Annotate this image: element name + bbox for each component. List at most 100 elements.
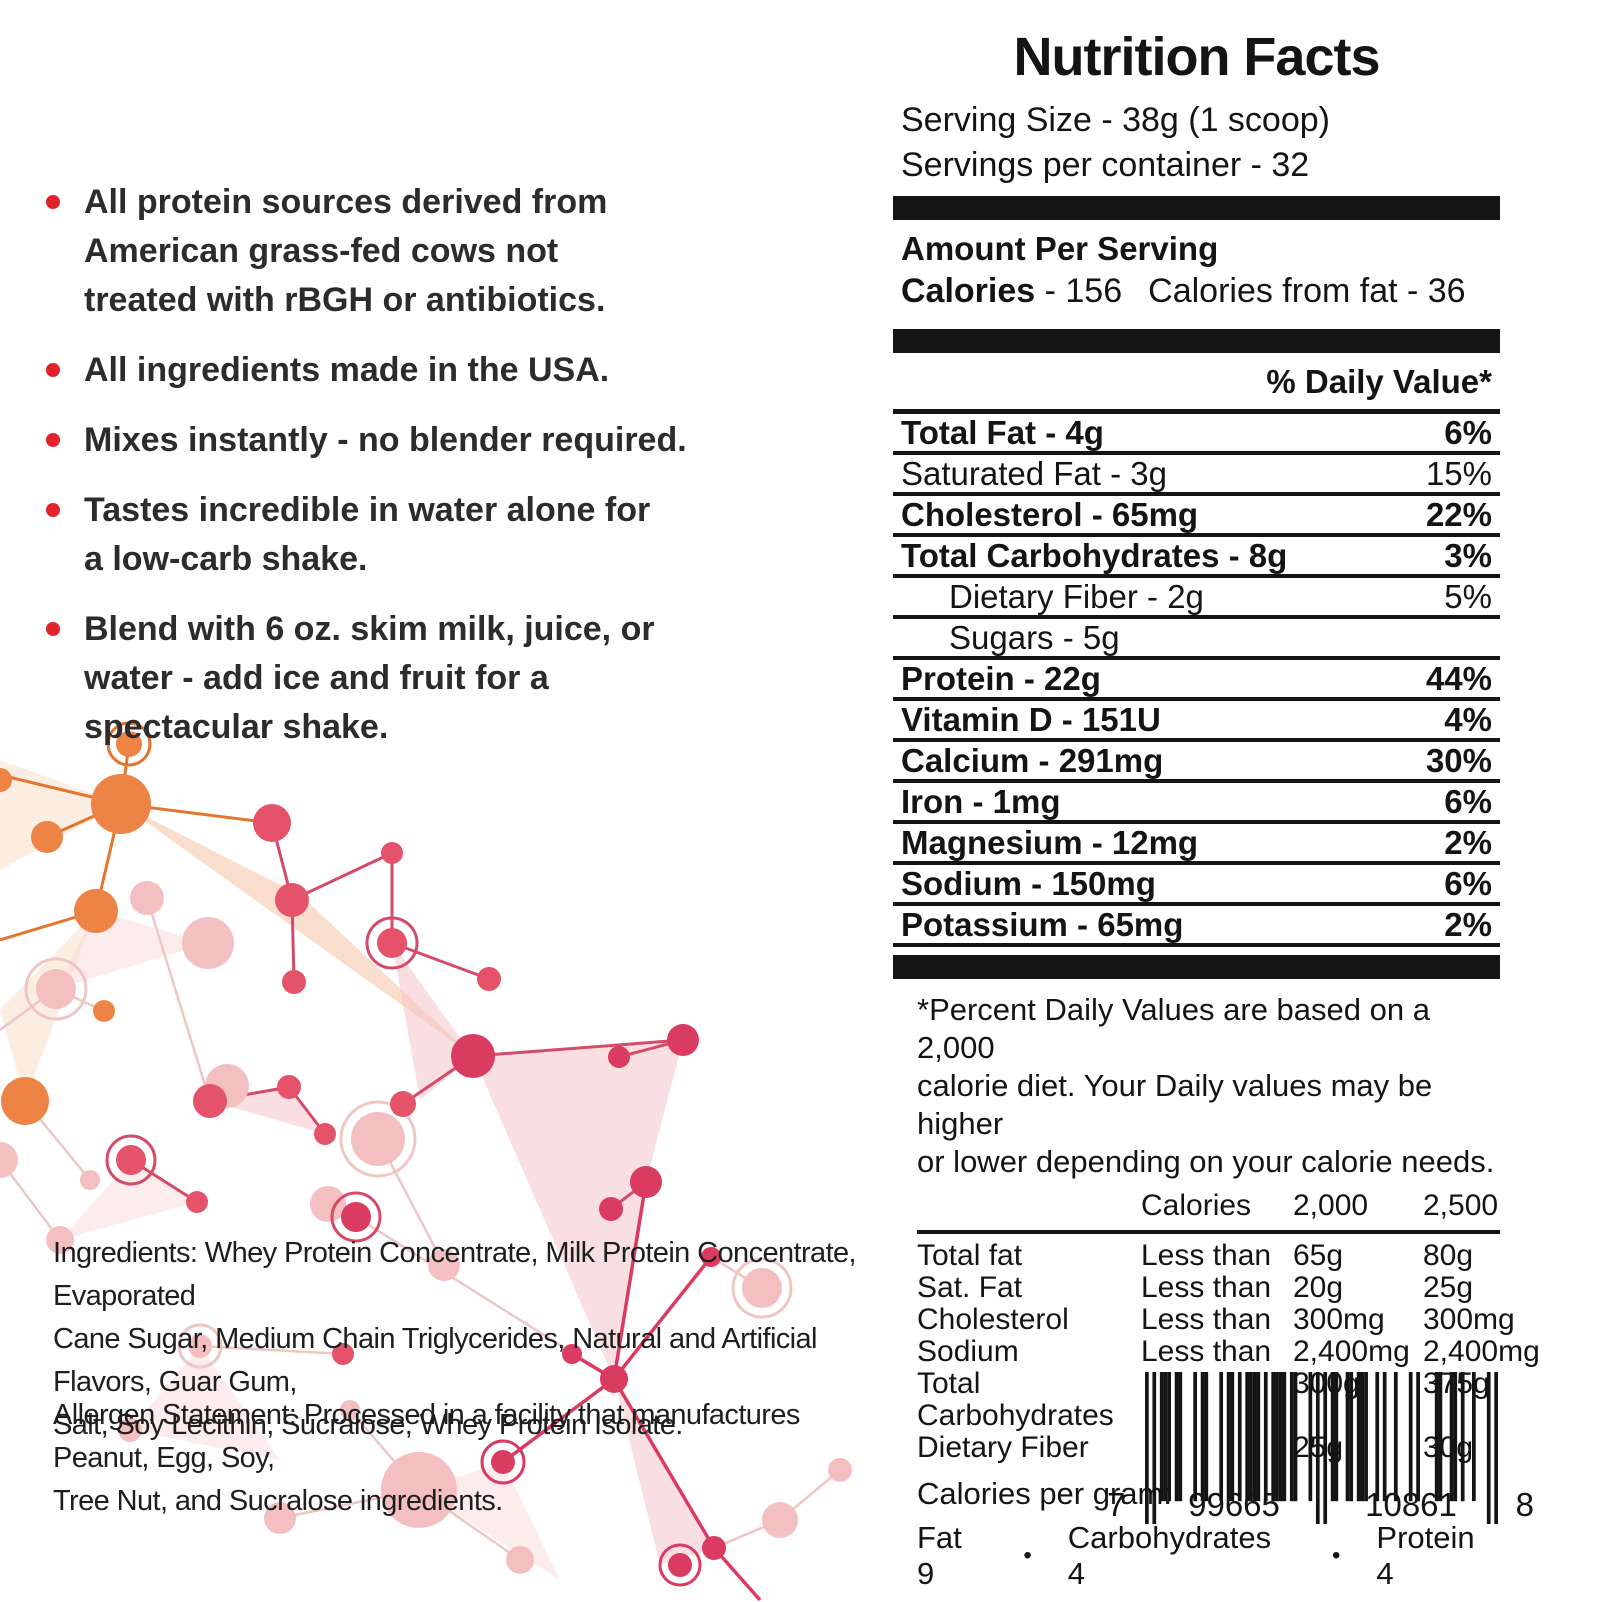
- nutrient-row: Saturated Fat - 3g 15%: [893, 455, 1500, 496]
- nutrient-label: Protein - 22g: [901, 659, 1101, 697]
- table-cell: 2,500: [1423, 1189, 1499, 1222]
- table-cell: Cholesterol: [917, 1303, 1069, 1336]
- barcode-digits-right: 10861: [1365, 1486, 1457, 1523]
- barcode-digit-prefix: 7: [1107, 1486, 1126, 1523]
- bullet-text: All protein sources derived from America…: [84, 183, 608, 319]
- nutrient-row: Cholesterol - 65mg 22%: [893, 496, 1500, 537]
- calories-from-fat: Calories from fat - 36: [1148, 272, 1466, 310]
- daily-value-footnote: *Percent Daily Values are based on a 2,0…: [917, 992, 1495, 1179]
- nutrient-row: Magnesium - 12mg 2%: [893, 824, 1500, 865]
- bullet-separator: •: [1023, 1542, 1032, 1569]
- nutrient-daily-value: 4%: [1444, 700, 1492, 738]
- divider-bar: [893, 196, 1500, 220]
- table-cell: 2,400mg: [1293, 1335, 1410, 1368]
- table-cell: Total fat: [917, 1239, 1023, 1272]
- nutrient-daily-value: 44%: [1425, 659, 1492, 697]
- table-cell: 2,000: [1293, 1189, 1369, 1222]
- table-cell: 25g: [1423, 1271, 1474, 1304]
- bullet-separator: •: [1332, 1542, 1341, 1569]
- benefit-bullet-list: All protein sources derived from America…: [46, 178, 696, 773]
- bullet-text: Mixes instantly - no blender required.: [84, 421, 687, 459]
- nutrient-label: Total Carbohydrates - 8g: [901, 536, 1288, 574]
- table-body: Total fat Less than 65g 80g Sat. Fat Less tha…: [917, 1234, 1540, 1464]
- table-cell: Calories: [1141, 1189, 1252, 1222]
- nutrient-daily-value: 6%: [1444, 782, 1492, 820]
- nutrient-label: Calcium - 291mg: [901, 741, 1164, 779]
- benefit-bullet: Blend with 6 oz. skim milk, juice, or wa…: [46, 605, 696, 752]
- bullet-text: Blend with 6 oz. skim milk, juice, or wa…: [84, 610, 655, 746]
- bullet-dot-icon: [46, 503, 60, 517]
- calories-label: Calories: [901, 272, 1036, 310]
- divider-bar: [893, 329, 1500, 353]
- table-cell: Less than: [1141, 1239, 1272, 1272]
- calories-per-gram-item: Fat 9: [917, 1520, 962, 1591]
- benefit-bullet: All ingredients made in the USA.: [46, 346, 696, 395]
- table-header-row: Calories 2,000 2,500: [917, 1189, 1500, 1234]
- nutrient-row: Iron - 1mg 6%: [893, 783, 1500, 824]
- nutrient-row: Vitamin D - 151U 4%: [893, 701, 1500, 742]
- nutrient-label: Vitamin D - 151U: [901, 700, 1161, 738]
- table-row: Cholesterol Less than 300mg 300mg: [917, 1303, 1515, 1336]
- allergen-statement-text: Allergen Statement: Processed in a facil…: [53, 1399, 800, 1517]
- nutrient-row: Sodium - 150mg 6%: [893, 865, 1500, 906]
- table-row: Sodium Less than 2,400mg 2,400mg: [917, 1335, 1540, 1368]
- nutrient-row: Dietary Fiber - 2g 5%: [893, 578, 1500, 619]
- nutrient-daily-value: 6%: [1444, 864, 1492, 902]
- table-row: Sat. Fat Less than 20g 25g: [917, 1272, 1500, 1304]
- nutrient-daily-value: 2%: [1444, 905, 1492, 943]
- bullet-text: All ingredients made in the USA.: [84, 351, 610, 389]
- table-cell: 300mg: [1293, 1303, 1385, 1336]
- nutrient-row: Sugars - 5g: [893, 619, 1500, 660]
- divider-bar: [893, 955, 1500, 979]
- bullet-dot-icon: [46, 622, 60, 636]
- table-row: Dietary Fiber25g30g: [917, 1432, 1500, 1464]
- table-cell: Less than: [1141, 1335, 1272, 1368]
- table-cell: Less than: [1141, 1271, 1272, 1304]
- table-cell: Dietary Fiber: [917, 1431, 1089, 1464]
- nutrient-row: Total Fat - 4g 6%: [893, 414, 1500, 455]
- table-cell: Sodium: [917, 1335, 1019, 1368]
- bullet-dot-icon: [46, 433, 60, 447]
- nutrient-label: Saturated Fat - 3g: [901, 454, 1167, 492]
- nutrient-daily-value: 3%: [1444, 536, 1492, 574]
- calories-value: - 156: [1035, 272, 1123, 310]
- table-cell: Less than: [1141, 1303, 1272, 1336]
- benefit-bullet: All protein sources derived from America…: [46, 178, 696, 325]
- table-cell: 20g: [1293, 1271, 1344, 1304]
- table-cell: 65g: [1293, 1239, 1344, 1272]
- nutrient-row: Potassium - 65mg 2%: [893, 906, 1500, 947]
- nutrient-daily-value: 30%: [1425, 741, 1492, 779]
- nutrient-daily-value: 22%: [1425, 495, 1492, 533]
- nutrient-label: Sugars - 5g: [949, 618, 1120, 656]
- bullet-text: Tastes incredible in water alone for a l…: [84, 491, 651, 578]
- nutrient-label: Magnesium - 12mg: [901, 823, 1199, 861]
- daily-value-reference-table: Calories 2,000 2,500 Total fat Less than 65g 8…: [893, 1189, 1540, 1464]
- calories-line: Calories - 156 Calories from fat - 36: [893, 268, 1500, 321]
- nutrition-facts-panel: Nutrition Facts Serving Size - 38g (1 sc…: [893, 0, 1540, 1592]
- bullet-dot-icon: [46, 363, 60, 377]
- calories-per-gram-item: Carbohydrates 4: [1067, 1520, 1272, 1591]
- servings-per-container: Servings per container - 32: [901, 146, 1310, 184]
- nutrient-label: Total Fat - 4g: [901, 413, 1104, 451]
- table-cell: Sat. Fat: [917, 1271, 1023, 1304]
- table-cell: [917, 1189, 1141, 1223]
- table-cell: 30g: [1423, 1431, 1474, 1464]
- benefit-bullet: Mixes instantly - no blender required.: [46, 416, 696, 465]
- daily-value-header: % Daily Value*: [893, 353, 1500, 414]
- nutrient-row: Protein - 22g 44%: [893, 660, 1500, 701]
- nutrient-row: Calcium - 291mg 30%: [893, 742, 1500, 783]
- amount-per-serving: Amount Per Serving: [901, 230, 1219, 267]
- ingredients-text: Ingredients: Whey Protein Concentrate, M…: [53, 1237, 857, 1441]
- upc-barcode: 7 99665 10861 8: [1107, 1372, 1534, 1524]
- table-cell: 2,400mg: [1423, 1335, 1540, 1368]
- nutrient-daily-value: 6%: [1444, 413, 1492, 451]
- nutrient-label: Dietary Fiber - 2g: [949, 577, 1204, 615]
- table-cell: 300mg: [1423, 1303, 1515, 1336]
- calories-per-gram-item: Protein 4: [1376, 1520, 1475, 1591]
- barcode-bars: [1145, 1372, 1498, 1524]
- calories-per-gram-values: Fat 9 • Carbohydrates 4 • Protein 4: [893, 1520, 1500, 1592]
- nutrient-label: Sodium - 150mg: [901, 864, 1156, 902]
- table-row: Total fat Less than 65g 80g: [917, 1240, 1500, 1272]
- barcode-digits-left: 99665: [1188, 1486, 1280, 1523]
